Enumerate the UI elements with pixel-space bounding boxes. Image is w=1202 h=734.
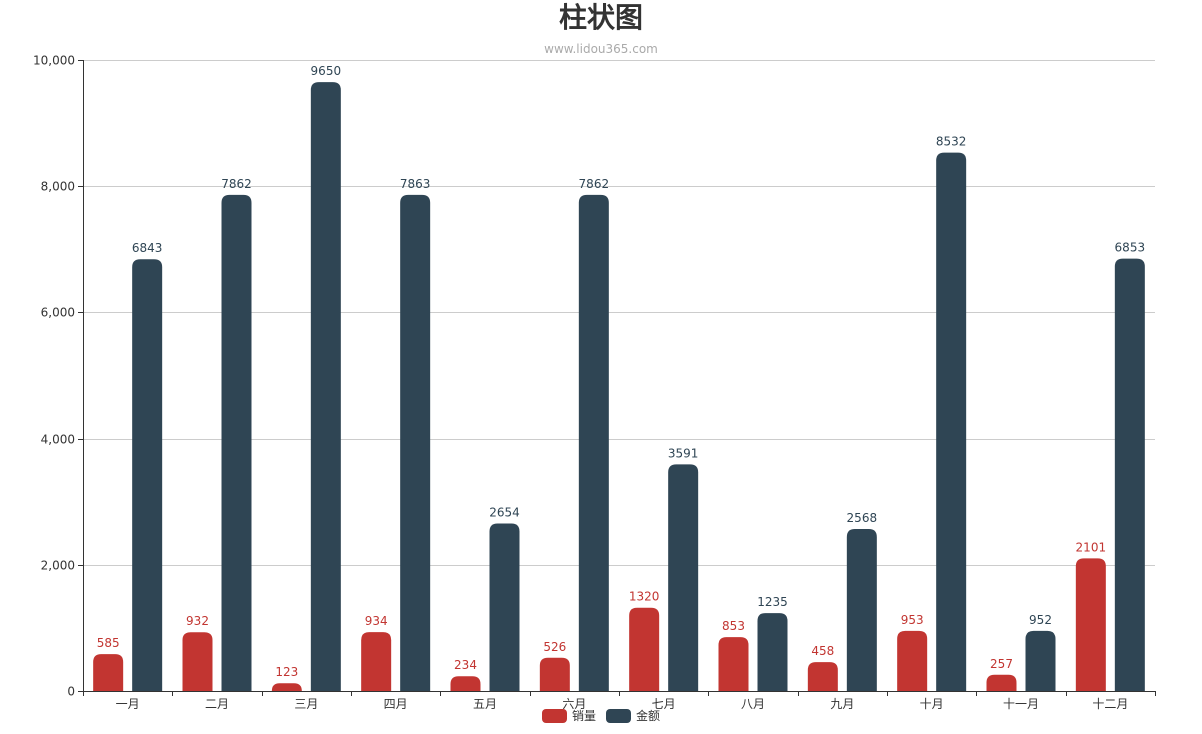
bar-series-1-10[interactable] bbox=[897, 630, 928, 691]
bar-series-1-9[interactable] bbox=[807, 662, 838, 691]
bar-series-1-4[interactable] bbox=[361, 632, 392, 691]
bar-series-2-1[interactable] bbox=[132, 259, 163, 691]
bar-series-1-3[interactable] bbox=[271, 683, 302, 691]
bar-series-1-1[interactable] bbox=[93, 654, 124, 691]
legend-label-2[interactable]: 金额 bbox=[636, 708, 660, 723]
legend: 销量 金额 bbox=[542, 708, 660, 723]
bar-series-2-2[interactable] bbox=[221, 194, 252, 691]
data-label-series-1-8: 853 bbox=[722, 619, 745, 633]
bar-series-1-5[interactable] bbox=[450, 676, 481, 691]
data-label-series-1-3: 123 bbox=[275, 665, 298, 679]
data-label-series-2-11: 952 bbox=[1029, 613, 1052, 627]
bar-series-1-12[interactable] bbox=[1075, 558, 1106, 691]
data-label-series-1-7: 1320 bbox=[629, 590, 660, 604]
legend-swatch-2[interactable] bbox=[606, 709, 631, 723]
y-tick-label-2000: 2,000 bbox=[41, 559, 75, 573]
data-label-series-1-10: 953 bbox=[901, 613, 924, 627]
x-tick-label-2: 二月 bbox=[205, 697, 229, 711]
bar-series-1-11[interactable] bbox=[986, 674, 1017, 691]
data-label-series-1-4: 934 bbox=[365, 614, 388, 628]
data-label-series-1-9: 458 bbox=[811, 644, 834, 658]
y-tick-label-6000: 6,000 bbox=[41, 306, 75, 320]
bars bbox=[93, 82, 1145, 691]
grid-lines bbox=[83, 60, 1155, 566]
data-label-series-1-1: 585 bbox=[97, 636, 120, 650]
bar-series-1-8[interactable] bbox=[718, 637, 749, 691]
legend-swatch-1[interactable] bbox=[542, 709, 567, 723]
bar-series-2-11[interactable] bbox=[1025, 630, 1056, 691]
bar-series-1-7[interactable] bbox=[629, 607, 660, 691]
bar-series-1-2[interactable] bbox=[182, 632, 213, 691]
data-label-series-1-6: 526 bbox=[543, 640, 566, 654]
y-tick-label-10000: 10,000 bbox=[33, 54, 75, 68]
chart-title: 柱状图 bbox=[558, 1, 643, 34]
legend-label-1[interactable]: 销量 bbox=[572, 709, 596, 723]
x-tick-label-10: 十月 bbox=[920, 697, 944, 711]
data-label-series-2-7: 3591 bbox=[668, 446, 699, 460]
data-labels: 585 932 123 934 234 526 1320 853 458 953 257 2101 68… bbox=[97, 64, 1145, 679]
data-label-series-2-6: 7862 bbox=[579, 177, 610, 191]
data-label-series-1-2: 932 bbox=[186, 614, 209, 628]
data-label-series-2-5: 2654 bbox=[489, 506, 520, 520]
bar-series-2-5[interactable] bbox=[489, 523, 520, 691]
bar-series-2-12[interactable] bbox=[1114, 258, 1145, 691]
data-label-series-2-2: 7862 bbox=[221, 177, 252, 191]
data-label-series-2-4: 7863 bbox=[400, 177, 431, 191]
x-tick-label-12: 十二月 bbox=[1092, 697, 1128, 711]
x-tick-label-5: 五月 bbox=[473, 697, 497, 711]
data-label-series-2-8: 1235 bbox=[757, 595, 788, 609]
x-tick-label-9: 九月 bbox=[830, 697, 854, 711]
x-tick-label-11: 十一月 bbox=[1003, 697, 1039, 711]
bar-series-2-3[interactable] bbox=[310, 82, 341, 691]
x-tick-label-1: 一月 bbox=[116, 697, 140, 711]
bar-series-2-8[interactable] bbox=[757, 613, 788, 691]
data-label-series-2-12: 6853 bbox=[1115, 241, 1146, 255]
bar-series-2-6[interactable] bbox=[578, 194, 609, 691]
bar-series-2-4[interactable] bbox=[400, 194, 431, 691]
bar-series-1-6[interactable] bbox=[539, 657, 570, 691]
bar-series-2-7[interactable] bbox=[668, 464, 699, 691]
chart-subtitle[interactable]: www.lidou365.com bbox=[544, 42, 658, 56]
y-tick-label-8000: 8,000 bbox=[41, 180, 75, 194]
x-tick-label-6: 六月 bbox=[562, 697, 586, 711]
x-tick-label-8: 八月 bbox=[741, 697, 765, 711]
axes: 0 2,000 4,000 6,000 8,000 10,000 一月 二月 三月 四月 五月 六月 七… bbox=[33, 54, 1156, 711]
data-label-series-2-3: 9650 bbox=[311, 64, 342, 78]
data-label-series-1-11: 257 bbox=[990, 657, 1013, 671]
x-tick-label-4: 四月 bbox=[384, 697, 408, 711]
y-tick-label-4000: 4,000 bbox=[41, 433, 75, 447]
bar-series-2-9[interactable] bbox=[846, 528, 877, 691]
data-label-series-1-12: 2101 bbox=[1076, 540, 1107, 554]
data-label-series-1-5: 234 bbox=[454, 658, 477, 672]
x-tick-label-3: 三月 bbox=[294, 697, 318, 711]
bar-series-2-10[interactable] bbox=[936, 152, 967, 691]
data-label-series-2-1: 6843 bbox=[132, 241, 163, 255]
x-tick-label-7: 七月 bbox=[652, 697, 676, 711]
y-tick-label-0: 0 bbox=[67, 685, 75, 699]
data-label-series-2-10: 8532 bbox=[936, 135, 967, 149]
data-label-series-2-9: 2568 bbox=[847, 511, 878, 525]
